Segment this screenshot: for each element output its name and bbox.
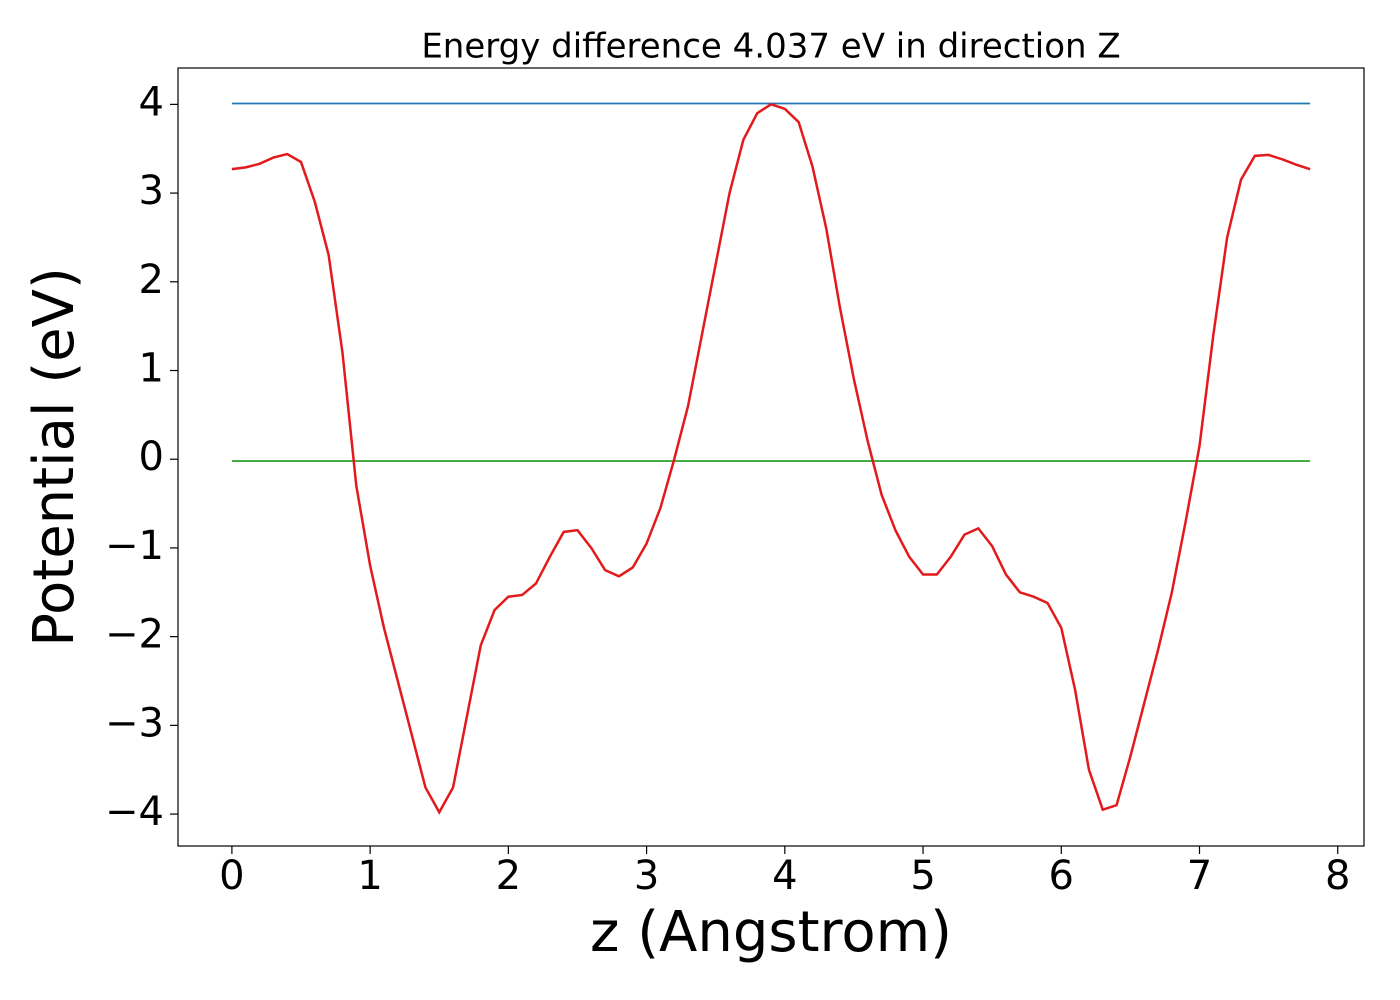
x-tick-label: 5 xyxy=(910,853,935,899)
y-tick-label: −3 xyxy=(105,700,164,746)
y-tick-label: −1 xyxy=(105,523,164,569)
y-tick-label: −4 xyxy=(105,789,164,835)
y-tick-label: 1 xyxy=(139,346,164,392)
y-axis-label: Potential (eV) xyxy=(22,267,87,647)
plot-frame xyxy=(177,67,1365,847)
x-tick-label: 7 xyxy=(1187,853,1212,899)
y-tick-label: −2 xyxy=(105,612,164,658)
y-tick-label: 4 xyxy=(139,79,164,125)
x-axis-label: z (Angstrom) xyxy=(590,900,952,965)
x-tick-label: 8 xyxy=(1325,853,1350,899)
y-tick-label: 0 xyxy=(139,434,164,480)
y-tick-label: 2 xyxy=(139,257,164,303)
x-tick-label: 0 xyxy=(219,853,244,899)
chart-title: Energy difference 4.037 eV in direction … xyxy=(421,27,1120,67)
x-tick-label: 1 xyxy=(357,853,382,899)
x-tick-label: 6 xyxy=(1049,853,1074,899)
y-tick-label: 3 xyxy=(139,168,164,214)
x-tick-label: 2 xyxy=(496,853,521,899)
x-tick-label: 4 xyxy=(772,853,797,899)
data-line xyxy=(231,102,1311,815)
x-tick-label: 3 xyxy=(634,853,659,899)
